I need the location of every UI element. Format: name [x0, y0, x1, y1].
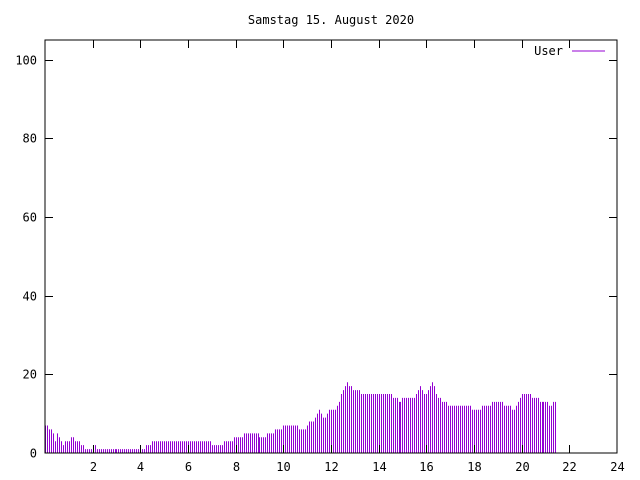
x-tick-label: 18: [467, 460, 481, 474]
x-tick-label: 20: [515, 460, 529, 474]
x-tick-label: 6: [185, 460, 192, 474]
x-tick-label: 10: [276, 460, 290, 474]
x-tick-label: 2: [90, 460, 97, 474]
x-tick-label: 16: [419, 460, 433, 474]
x-tick-label: 22: [562, 460, 576, 474]
y-tick-label: 80: [23, 132, 37, 146]
x-tick-label: 4: [137, 460, 144, 474]
legend-label: User: [534, 44, 563, 58]
y-tick-label: 40: [23, 290, 37, 304]
y-tick-label: 60: [23, 211, 37, 225]
chart-title: Samstag 15. August 2020: [248, 13, 414, 27]
x-tick-label: 14: [372, 460, 386, 474]
y-tick-label: 0: [30, 447, 37, 461]
x-tick-label: 8: [233, 460, 240, 474]
y-tick-label: 20: [23, 368, 37, 382]
x-tick-label: 24: [610, 460, 624, 474]
legend: User: [534, 44, 605, 58]
y-tick-label: 100: [15, 54, 37, 68]
x-tick-label: 12: [324, 460, 338, 474]
